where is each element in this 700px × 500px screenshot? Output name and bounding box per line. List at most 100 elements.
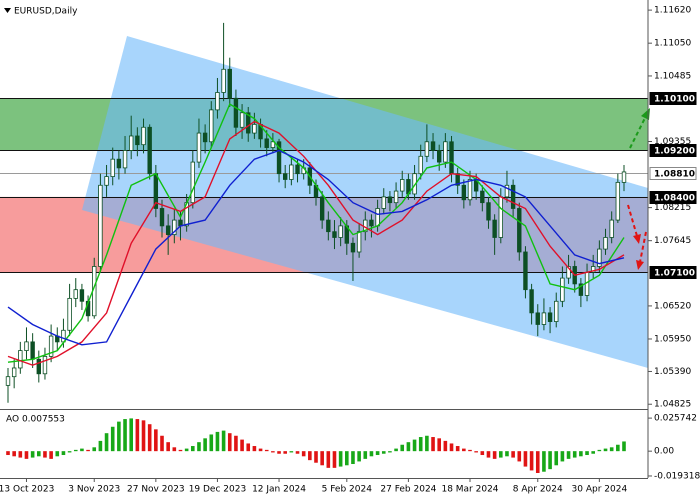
candle-body xyxy=(190,161,195,204)
candle-body xyxy=(603,237,608,250)
candle-body xyxy=(591,266,596,273)
level-label: 1.10100 xyxy=(654,95,695,105)
candle-body xyxy=(535,312,540,325)
candle-body xyxy=(517,208,522,253)
ao-bar xyxy=(468,449,472,452)
frame xyxy=(0,0,649,479)
candle-body xyxy=(67,297,72,331)
ao-panel xyxy=(6,418,626,473)
candle-body xyxy=(295,164,300,175)
ao-bar xyxy=(308,451,312,461)
ao-bar xyxy=(345,451,349,466)
candle-body xyxy=(492,219,497,238)
candle-body xyxy=(172,219,177,235)
candle-body xyxy=(504,184,510,198)
ao-bar xyxy=(517,451,522,462)
candle-body xyxy=(282,173,288,180)
ao-bar xyxy=(209,434,214,452)
chart-title: EURUSD,Daily xyxy=(14,7,78,17)
ao-bar xyxy=(320,451,324,466)
ao-bar xyxy=(369,451,374,457)
y-tick-label: 1.05950 xyxy=(654,334,691,344)
ao-bar xyxy=(289,451,294,453)
candle-body xyxy=(566,266,571,279)
candle-body xyxy=(209,109,214,143)
arrow-head xyxy=(633,234,641,244)
ao-bar xyxy=(178,449,183,452)
candle-body xyxy=(449,141,454,175)
ao-bar xyxy=(55,451,60,457)
candles xyxy=(5,22,627,403)
level-badge xyxy=(649,266,697,279)
ao-bar xyxy=(566,451,571,459)
candle-body xyxy=(36,358,41,375)
ao-bar xyxy=(357,451,361,462)
ao-bar xyxy=(554,451,559,466)
candle-body xyxy=(332,231,337,238)
level-badge xyxy=(649,167,697,180)
ao-bar xyxy=(203,438,207,452)
candle-body xyxy=(418,155,423,175)
ao-bar xyxy=(585,451,589,456)
candle-body xyxy=(338,225,343,238)
candle-body xyxy=(350,242,356,253)
y-tick-label: 1.08215 xyxy=(654,203,691,213)
ao-bar xyxy=(172,447,177,452)
indicator-lines xyxy=(7,103,625,366)
candle-body xyxy=(141,126,146,146)
ao-bar xyxy=(30,451,35,458)
ao-bar xyxy=(18,451,23,458)
level-badge xyxy=(649,191,697,204)
indicator-line xyxy=(7,149,625,346)
candle-body xyxy=(252,123,257,134)
candle-body xyxy=(510,184,516,209)
candle-body xyxy=(147,126,152,175)
candle-body xyxy=(393,190,399,204)
ao-bar xyxy=(264,449,269,452)
ao-bar xyxy=(505,451,509,457)
ao-bar xyxy=(92,447,97,452)
y-tick-label: 1.11050 xyxy=(654,39,691,49)
ao-bar xyxy=(24,451,29,459)
ao-bar xyxy=(492,451,497,459)
ao-bar xyxy=(314,451,318,463)
y-tick-label: 1.06520 xyxy=(654,301,691,311)
candle-body xyxy=(621,171,627,183)
candle-body xyxy=(424,141,430,157)
candle-body xyxy=(24,341,29,351)
y-tick-label: 0.00 xyxy=(654,447,674,457)
candle-body xyxy=(541,312,547,325)
candle-body xyxy=(387,196,393,204)
y-tick-label: -0.019318 xyxy=(654,471,700,481)
candle-body xyxy=(547,312,553,322)
y-tick-label: 1.10485 xyxy=(654,71,691,81)
ao-bar xyxy=(191,446,195,452)
candle-body xyxy=(246,112,251,134)
candle-body xyxy=(196,132,202,163)
ao-bar xyxy=(6,451,10,456)
candle-body xyxy=(11,367,17,378)
level-badge xyxy=(649,92,697,105)
ao-bar xyxy=(523,451,528,467)
ao-bar xyxy=(37,451,41,457)
level-label: 1.09200 xyxy=(654,147,695,157)
x-tick-label: 5 Feb 2024 xyxy=(322,485,373,495)
ao-bar xyxy=(160,435,164,452)
ao-bar xyxy=(123,419,127,452)
ao-bar xyxy=(462,448,466,452)
ao-bar xyxy=(363,451,368,459)
ao-bar xyxy=(258,448,263,452)
candle-body xyxy=(356,231,362,253)
candle-body xyxy=(276,141,282,175)
menu-icon[interactable] xyxy=(4,8,11,13)
candle-body xyxy=(443,141,448,163)
ao-bar xyxy=(240,439,244,452)
y-tick-label: 0.025742 xyxy=(654,414,697,424)
ao-bar xyxy=(129,418,133,452)
x-tick-label: 30 Apr 2024 xyxy=(572,485,628,495)
ao-bar xyxy=(49,451,53,459)
candle-body xyxy=(159,208,165,227)
ao-bar xyxy=(110,426,115,452)
ao-bar xyxy=(271,451,275,453)
ao-bar xyxy=(246,443,251,452)
